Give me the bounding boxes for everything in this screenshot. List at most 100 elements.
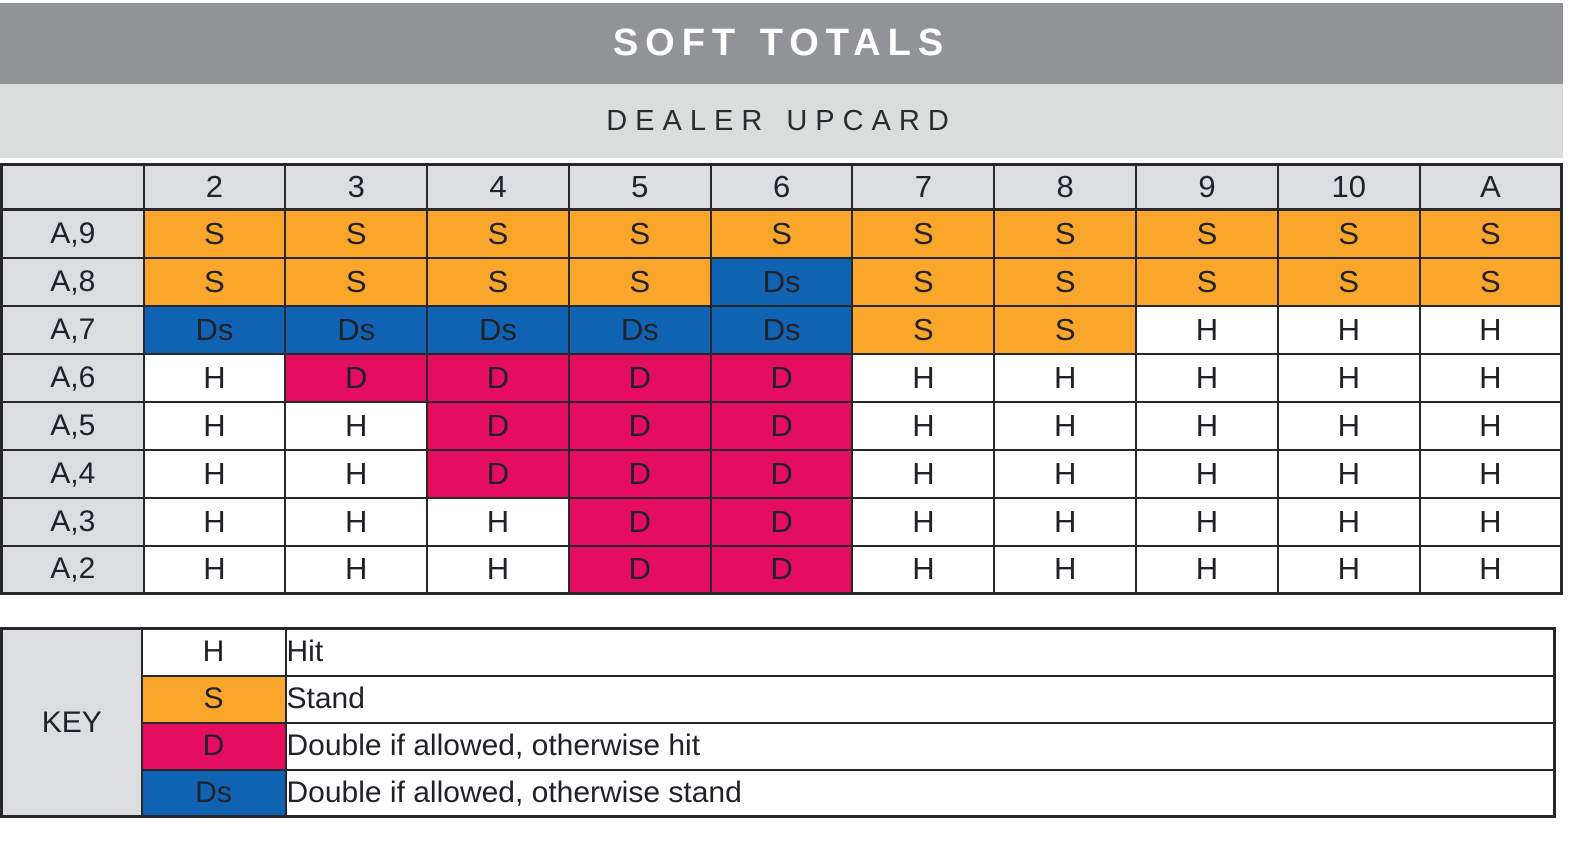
strategy-cell: D	[709, 400, 854, 451]
strategy-cell: S	[1276, 208, 1421, 259]
strategy-cell: H	[1135, 544, 1279, 595]
dealer-upcard-bar: DEALER UPCARD	[0, 84, 1563, 158]
strategy-cell: H	[1276, 352, 1421, 403]
strategy-cell: S	[851, 256, 996, 307]
strategy-cell: H	[993, 352, 1138, 403]
key-row-Ds: Ds Double if allowed, otherwise stand	[2, 768, 1556, 818]
strategy-cell: S	[142, 256, 287, 307]
strategy-body: A,9 S S S S S S S S S S A,8 S S S S Ds S S S S S A,7 Ds Ds Ds Ds Ds…	[0, 208, 1563, 595]
strategy-cell: D	[567, 496, 712, 547]
hand-label: A,3	[0, 496, 145, 547]
dealer-upcard-col-6: 6	[709, 163, 854, 211]
strategy-cell: S	[851, 304, 996, 355]
key-description: Hit	[284, 627, 1556, 677]
strategy-row-A-6: A,6 H D D D D H H H H H	[0, 352, 1563, 403]
strategy-cell: H	[993, 448, 1138, 499]
strategy-cell: S	[284, 208, 429, 259]
dealer-upcard-col-8: 8	[993, 163, 1138, 211]
strategy-cell: S	[709, 208, 854, 259]
strategy-cell: D	[709, 352, 854, 403]
strategy-cell: Ds	[284, 304, 429, 355]
strategy-cell: H	[284, 496, 429, 547]
hand-label: A,9	[0, 208, 145, 259]
hand-label: A,6	[0, 352, 145, 403]
key-row-D: D Double if allowed, otherwise hit	[2, 721, 1556, 771]
key-row-S: S Stand	[2, 674, 1556, 724]
strategy-cell: S	[142, 208, 287, 259]
strategy-cell: S	[1135, 256, 1279, 307]
strategy-cell: H	[142, 352, 287, 403]
strategy-cell: H	[1418, 400, 1563, 451]
strategy-cell: D	[284, 352, 429, 403]
key-swatch-D: D	[140, 721, 287, 771]
strategy-cell: Ds	[709, 304, 854, 355]
strategy-cell: S	[426, 208, 570, 259]
strategy-cell: H	[993, 496, 1138, 547]
strategy-row-A-3: A,3 H H H D D H H H H H	[0, 496, 1563, 547]
soft-totals-strategy-chart: SOFT TOTALS DEALER UPCARD 2 3 4 5 6 7 8 9 10 A A,…	[0, 3, 1570, 864]
dealer-upcard-col-4: 4	[426, 163, 570, 211]
dealer-upcard-col-3: 3	[284, 163, 429, 211]
strategy-cell: Ds	[142, 304, 287, 355]
strategy-cell: H	[851, 496, 996, 547]
hand-label: A,5	[0, 400, 145, 451]
strategy-cell: Ds	[567, 304, 712, 355]
strategy-cell: H	[426, 544, 570, 595]
strategy-cell: H	[1418, 352, 1563, 403]
strategy-cell: D	[567, 352, 712, 403]
strategy-cell: H	[284, 544, 429, 595]
strategy-cell: D	[709, 544, 854, 595]
strategy-cell: H	[142, 448, 287, 499]
strategy-cell: H	[1418, 304, 1563, 355]
strategy-cell: D	[426, 400, 570, 451]
strategy-cell: S	[851, 208, 996, 259]
strategy-row-A-7: A,7 Ds Ds Ds Ds Ds S S H H H	[0, 304, 1563, 355]
dealer-upcard-header-row: 2 3 4 5 6 7 8 9 10 A	[0, 163, 1563, 211]
strategy-cell: D	[426, 448, 570, 499]
strategy-cell: H	[1276, 400, 1421, 451]
dealer-upcard-col-7: 7	[851, 163, 996, 211]
hand-label: A,4	[0, 448, 145, 499]
strategy-cell: H	[426, 496, 570, 547]
hand-label: A,7	[0, 304, 145, 355]
strategy-row-A-9: A,9 S S S S S S S S S S	[0, 208, 1563, 259]
strategy-cell: H	[142, 496, 287, 547]
strategy-cell: D	[709, 496, 854, 547]
chart-title-bar: SOFT TOTALS	[0, 3, 1563, 84]
strategy-cell: D	[709, 448, 854, 499]
strategy-cell: S	[567, 256, 712, 307]
strategy-cell: H	[142, 544, 287, 595]
key-body: KEY H Hit S Stand D Double if allowed, otherwi…	[0, 627, 1556, 818]
strategy-cell: S	[1418, 208, 1563, 259]
strategy-cell: H	[284, 400, 429, 451]
strategy-cell: H	[993, 544, 1138, 595]
hand-label: A,2	[0, 544, 145, 595]
dealer-upcard-col-5: 5	[567, 163, 712, 211]
strategy-cell: H	[851, 448, 996, 499]
strategy-cell: H	[1135, 400, 1279, 451]
strategy-cell: S	[993, 256, 1138, 307]
strategy-cell: S	[1135, 208, 1279, 259]
key-description: Double if allowed, otherwise hit	[284, 721, 1556, 771]
strategy-cell: H	[284, 448, 429, 499]
chart-title: SOFT TOTALS	[612, 22, 951, 64]
strategy-cell: H	[1276, 496, 1421, 547]
dealer-upcard-col-10: 10	[1276, 163, 1421, 211]
key-swatch-S: S	[140, 674, 287, 724]
strategy-cell: S	[993, 304, 1138, 355]
strategy-row-A-2: A,2 H H H D D H H H H H	[0, 544, 1563, 595]
key-swatch-Ds: Ds	[140, 768, 287, 818]
strategy-cell: D	[426, 352, 570, 403]
dealer-upcard-col-A: A	[1418, 163, 1563, 211]
key-table: KEY H Hit S Stand D Double if allowed, otherwi…	[0, 627, 1556, 818]
strategy-cell: H	[1276, 304, 1421, 355]
strategy-cell: H	[851, 352, 996, 403]
strategy-cell: Ds	[709, 256, 854, 307]
strategy-cell: H	[1135, 352, 1279, 403]
strategy-cell: H	[993, 400, 1138, 451]
strategy-cell: H	[1418, 448, 1563, 499]
corner-cell	[0, 163, 145, 211]
hand-label: A,8	[0, 256, 145, 307]
strategy-row-A-4: A,4 H H D D D H H H H H	[0, 448, 1563, 499]
dealer-upcard-col-9: 9	[1135, 163, 1279, 211]
